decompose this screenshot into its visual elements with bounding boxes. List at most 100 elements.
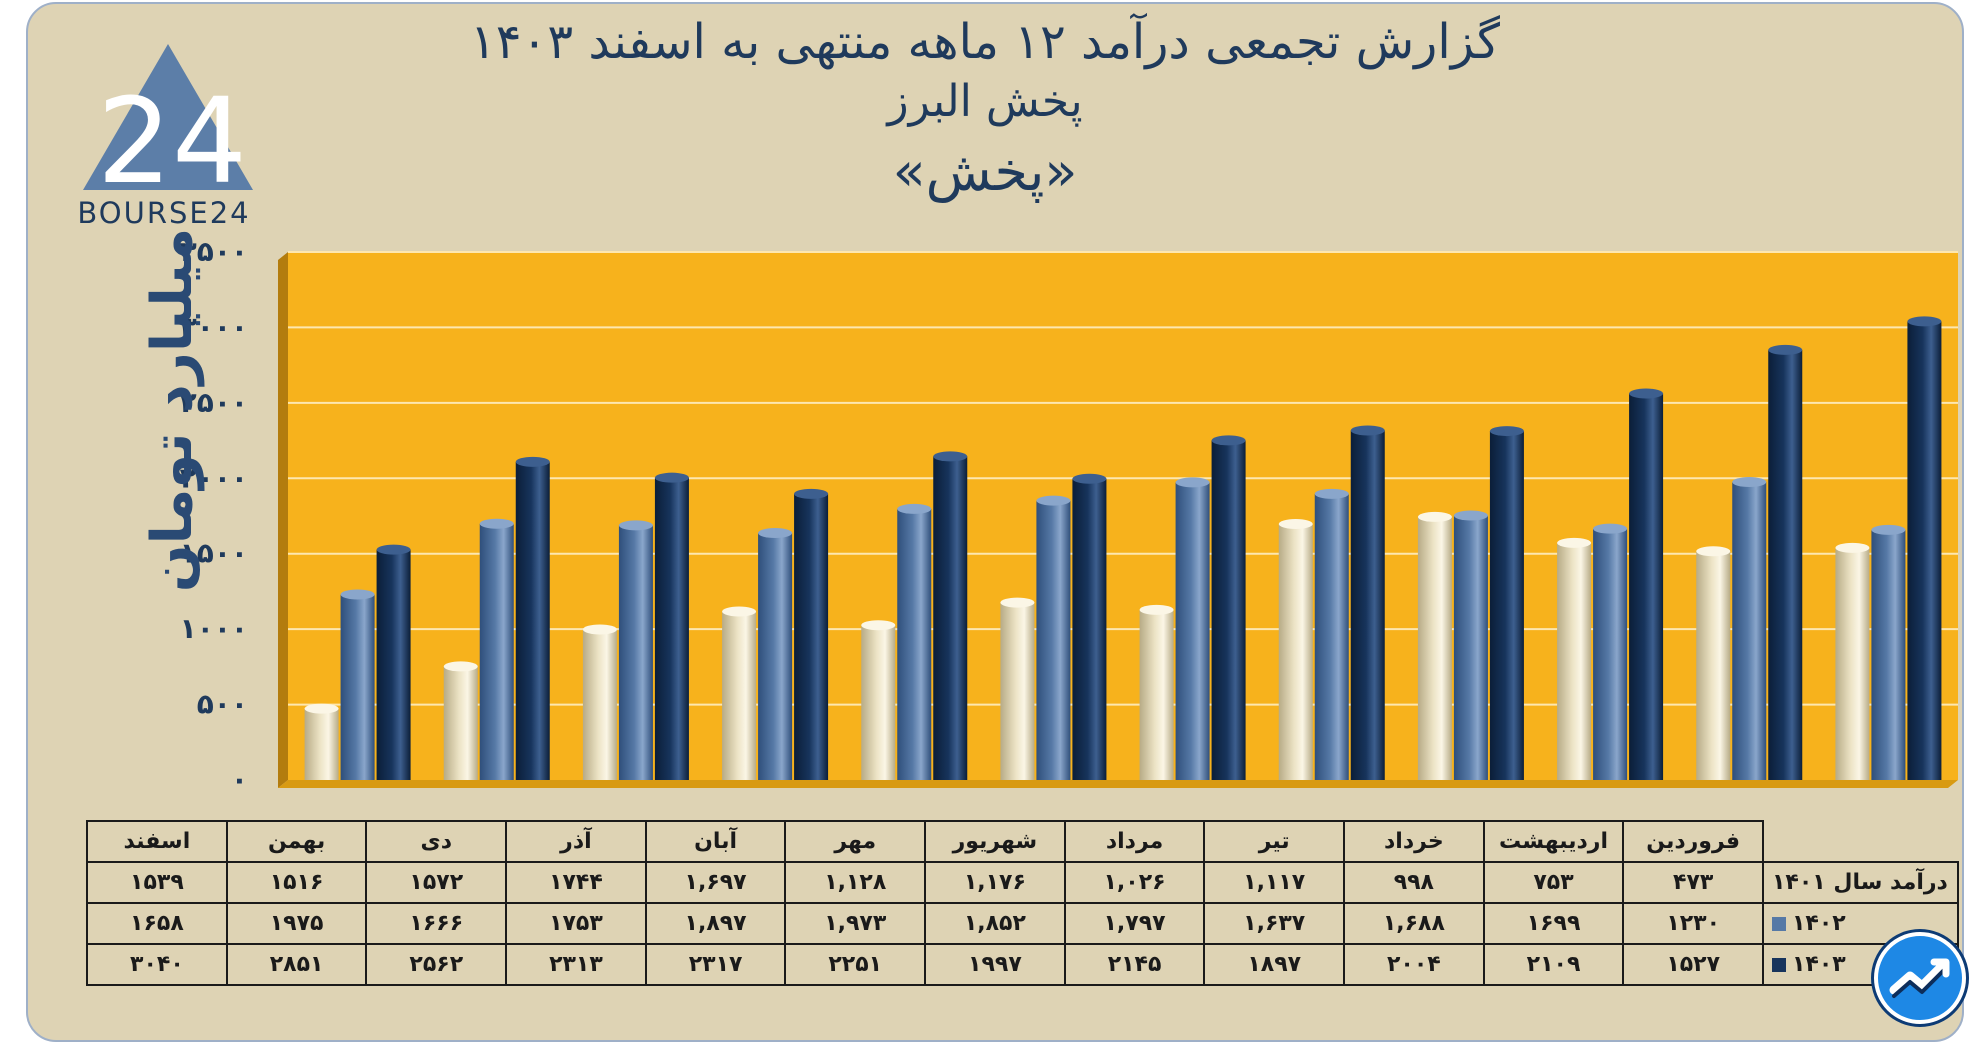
- bar-series1-4: [897, 508, 932, 780]
- bar-series2-6: [1211, 440, 1246, 780]
- data-label: ۱۵۲۷: [1622, 943, 1764, 986]
- bar-top-series2-7: [1350, 425, 1385, 436]
- ticker-symbol: «پخش»: [892, 140, 1078, 203]
- data-label: ۲۵۶۲: [365, 943, 508, 986]
- y-tick-label: ۲۰۰۰: [180, 461, 248, 494]
- data-label: ۱۶۶۶: [365, 902, 508, 945]
- bar-series2-9: [1629, 393, 1664, 780]
- bar-series1-9: [1593, 528, 1628, 780]
- data-label: ۲۸۵۱: [225, 943, 368, 986]
- table-row: ۱۴۰۲ ۱۲۳۰ ۱۶۹۹ ۱,۶۸۸ ۱,۶۳۷ ۱,۷۹۷ ۱,۸۵۲ ۱,۹۷۳ ۱,۸…: [86, 902, 1959, 945]
- data-label: ۲۱۴۵: [1063, 943, 1206, 986]
- bar-series0-6: [1139, 609, 1174, 780]
- bar-top-series2-3: [794, 488, 829, 499]
- svg-text:24: 24: [97, 72, 247, 210]
- y-tick-label: ۵۰۰: [197, 688, 248, 721]
- data-label: ۳۰۴۰: [86, 943, 228, 986]
- bar-top-series0-9: [1557, 537, 1592, 548]
- bar-series1-0: [340, 594, 375, 780]
- bar-series1-7: [1314, 493, 1349, 780]
- data-label: ۱,۸۹۷: [644, 902, 787, 945]
- legend-text: درآمد سال ۱۴۰۱: [1772, 870, 1948, 895]
- bar-top-series2-2: [654, 472, 689, 483]
- bar-top-series2-5: [1072, 473, 1107, 484]
- data-label: ۴۷۳: [1622, 861, 1764, 904]
- bar-series2-8: [1489, 431, 1524, 780]
- data-label: ۱۷۵۳: [505, 902, 647, 945]
- y-axis-label: میلیارد تومان: [140, 227, 205, 593]
- data-label: ۱۲۳۰: [1622, 902, 1764, 945]
- bar-top-series2-11: [1907, 316, 1942, 327]
- data-label: ۷۵۳: [1482, 861, 1625, 904]
- bar-top-series0-2: [582, 624, 617, 635]
- legend-text: ۱۴۰۲: [1792, 911, 1846, 936]
- bar-top-series0-10: [1696, 546, 1731, 557]
- bar-series1-11: [1871, 529, 1906, 780]
- bar-top-series1-6: [1175, 477, 1210, 488]
- bar-top-series1-10: [1732, 477, 1767, 488]
- y-tick-label: ۳۵۰۰: [180, 235, 248, 268]
- x-tick-label: اردیبهشت: [1482, 820, 1625, 863]
- bar-top-series0-8: [1417, 511, 1452, 522]
- bar-series2-5: [1072, 478, 1107, 780]
- x-tick-label: تیر: [1203, 820, 1346, 863]
- bar-series2-4: [933, 456, 968, 780]
- data-label: ۱,۱۱۷: [1203, 861, 1346, 904]
- data-label: ۱,۱۲۸: [784, 861, 927, 904]
- x-tick-label: فروردین: [1622, 820, 1764, 863]
- x-tick-label: مرداد: [1063, 820, 1206, 863]
- data-label: ۱,۰۲۶: [1063, 861, 1206, 904]
- x-tick-label: بهمن: [225, 820, 368, 863]
- chart-title: گزارش تجمعی درآمد ۱۲ ماهه منتهی به اسفند…: [469, 14, 1501, 70]
- bar-series0-0: [304, 708, 339, 780]
- bar-top-series0-6: [1139, 604, 1174, 615]
- x-tick-label: خرداد: [1343, 820, 1485, 863]
- legend-swatch: [1772, 958, 1786, 972]
- bar-top-series1-1: [479, 518, 514, 529]
- bar-top-series1-3: [758, 528, 793, 539]
- bar-top-series0-1: [443, 661, 478, 672]
- data-label: ۱۵۳۹: [86, 861, 228, 904]
- data-label: ۲۲۵۱: [784, 943, 927, 986]
- bar-top-series0-0: [304, 703, 339, 714]
- bar-top-series1-7: [1314, 488, 1349, 499]
- bar-top-series2-9: [1629, 388, 1664, 399]
- data-label: ۱۶۹۹: [1482, 902, 1625, 945]
- x-tick-label: آذر: [505, 820, 647, 863]
- y-tick-label: ۰: [231, 763, 248, 796]
- bar-series0-8: [1417, 516, 1452, 780]
- data-label: ۹۹۸: [1343, 861, 1485, 904]
- bar-top-series2-10: [1768, 344, 1803, 355]
- data-label: ۱۸۹۷: [1203, 943, 1346, 986]
- data-label: ۱,۱۷۶: [924, 861, 1066, 904]
- bar-series2-1: [515, 461, 550, 780]
- legend-text: ۱۴۰۳: [1792, 952, 1846, 977]
- bar-series0-5: [1000, 602, 1035, 780]
- data-table: فروردین اردیبهشت خرداد تیر مرداد شهریور مهر آبا…: [86, 820, 1959, 986]
- bar-top-series0-11: [1835, 542, 1870, 553]
- bar-series2-3: [794, 493, 829, 780]
- x-tick-label: دی: [365, 820, 508, 863]
- table-row: درآمد سال ۱۴۰۱ ۴۷۳ ۷۵۳ ۹۹۸ ۱,۱۱۷ ۱,۰۲۶ ۱,۱۷۶ ۱,…: [86, 861, 1959, 904]
- bar-top-series0-5: [1000, 597, 1035, 608]
- bar-series2-0: [376, 549, 411, 780]
- bar-series0-7: [1278, 523, 1313, 780]
- plot-floor: [278, 780, 1958, 788]
- bar-series1-6: [1175, 482, 1210, 780]
- plot-area: [288, 252, 1958, 780]
- bar-series0-1: [443, 666, 478, 780]
- bar-series1-5: [1036, 500, 1071, 780]
- data-label: ۲۳۱۳: [505, 943, 647, 986]
- bar-top-series2-4: [933, 451, 968, 462]
- legend-swatch: [1772, 917, 1786, 931]
- bar-series2-11: [1907, 321, 1942, 780]
- bar-top-series1-4: [897, 503, 932, 514]
- y-tick-label: ۱۰۰۰: [180, 612, 248, 645]
- data-label: ۲۰۰۴: [1343, 943, 1485, 986]
- bar-top-series1-11: [1871, 524, 1906, 535]
- bar-top-series1-5: [1036, 495, 1071, 506]
- table-corner: [1763, 821, 1958, 862]
- bar-series0-10: [1696, 551, 1731, 780]
- data-label: ۱۵۱۶: [225, 861, 368, 904]
